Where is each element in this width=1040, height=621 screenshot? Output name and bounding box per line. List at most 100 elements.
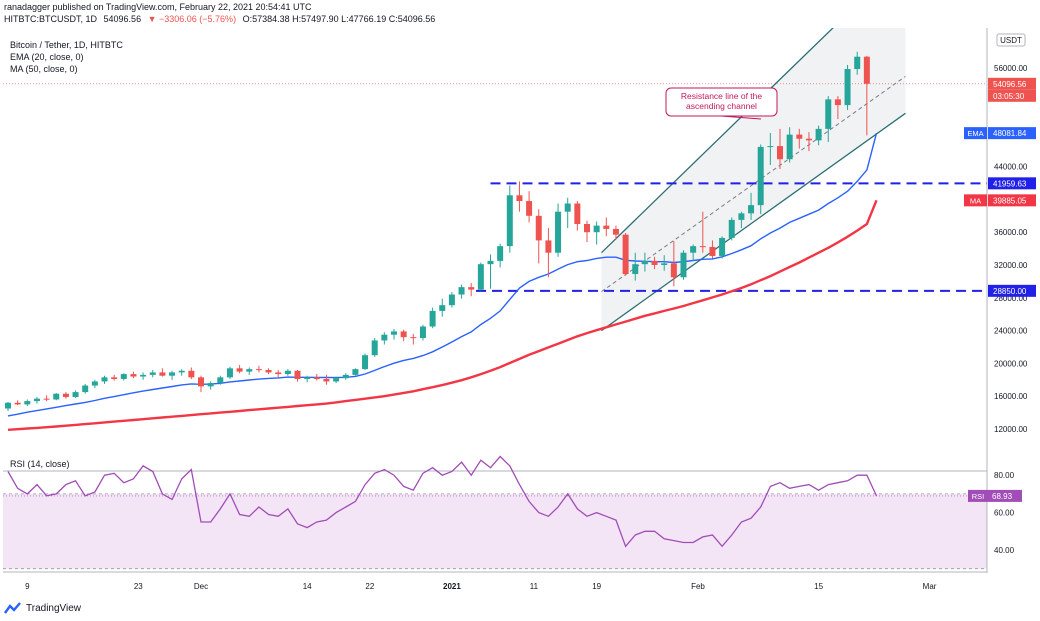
price-tag-box — [988, 177, 1036, 190]
candle-body — [294, 370, 301, 379]
candle — [796, 128, 803, 149]
candle-body — [545, 240, 552, 253]
candle-body — [53, 393, 60, 400]
currency-label: USDT — [1000, 36, 1022, 45]
price-tag-value: 39885.05 — [993, 196, 1027, 205]
price-tag: 54096.56 — [988, 77, 1036, 90]
price-tick-label: 28000.00 — [994, 294, 1028, 303]
symbol-line: HITBTC:BTCUSDT, 1D 54096.56 ▼ −3306.06 (… — [4, 14, 439, 25]
candle — [834, 96, 841, 120]
candle-body — [120, 374, 127, 379]
price-tag-value: 41959.63 — [993, 179, 1027, 188]
tradingview-brand[interactable]: TradingView — [4, 602, 81, 614]
candle — [555, 203, 562, 257]
candle-body — [863, 56, 870, 84]
candle-body — [738, 213, 745, 220]
candle-body — [448, 294, 455, 306]
candle — [400, 329, 407, 342]
candle-body — [410, 337, 417, 339]
candle — [477, 262, 484, 291]
candle-body — [584, 224, 590, 233]
last-price: 54096.56 — [103, 14, 142, 24]
candle — [429, 307, 436, 329]
price-tag-box — [988, 194, 1036, 207]
candle-body — [825, 99, 832, 129]
candle — [33, 397, 40, 404]
candle — [255, 365, 262, 373]
candle-body — [506, 195, 513, 247]
candle-body — [419, 326, 426, 338]
ema-legend: EMA (20, close, 0) — [10, 52, 84, 62]
candle — [111, 374, 118, 381]
candle-body — [670, 263, 677, 278]
candle-body — [140, 374, 147, 377]
candle — [603, 217, 610, 237]
channel-lower-line — [601, 112, 906, 332]
candle — [439, 298, 446, 317]
rsi-tag-value: 68.93 — [992, 492, 1013, 501]
candle — [825, 96, 832, 142]
rsi-tag-name: RSI — [972, 492, 985, 501]
candle — [757, 144, 764, 215]
candle — [632, 252, 639, 281]
candle — [777, 128, 783, 170]
candle-body — [767, 146, 774, 148]
candle-body — [304, 377, 311, 379]
price-tick-label: 36000.00 — [994, 228, 1028, 237]
candle-body — [130, 374, 137, 377]
candle-body — [24, 401, 31, 405]
ema20-line — [7, 132, 878, 417]
candle — [593, 221, 600, 245]
candles — [5, 51, 870, 411]
price-tick-label: 56000.00 — [994, 64, 1028, 73]
candle — [342, 373, 349, 380]
candle-body — [33, 398, 40, 402]
time-tick-label: 11 — [530, 582, 539, 591]
rsi-tick-label: 60.00 — [994, 509, 1015, 518]
candle-body — [564, 203, 571, 212]
candle — [767, 132, 774, 165]
rsi-band — [3, 493, 987, 569]
candle — [159, 368, 166, 377]
candle-body — [169, 372, 176, 376]
candle-body — [612, 228, 619, 235]
candle-body — [255, 369, 262, 371]
time-tick-label: 15 — [814, 582, 823, 591]
time-tick-label: 19 — [592, 582, 601, 591]
candle — [130, 371, 137, 379]
candle — [169, 370, 176, 380]
candle-body — [632, 264, 639, 275]
candle-body — [323, 378, 330, 382]
price-tag-value: 48081.84 — [993, 129, 1027, 138]
candle-body — [198, 377, 204, 387]
candle-body — [497, 246, 504, 261]
candle-body — [555, 211, 562, 253]
candle-body — [487, 260, 494, 265]
annotation-pointer — [720, 115, 762, 120]
candle — [410, 333, 417, 345]
candle-body — [516, 195, 523, 202]
tradingview-logo-icon — [4, 602, 21, 614]
candle — [226, 366, 233, 379]
candle — [294, 369, 301, 382]
chart-title: Bitcoin / Tether, 1D, HITBTC — [10, 40, 123, 50]
price-tick-label: 44000.00 — [994, 163, 1028, 172]
candle-body — [101, 377, 108, 382]
candle-body — [391, 331, 397, 335]
candle — [62, 392, 69, 399]
candle — [844, 64, 851, 111]
candle-body — [458, 287, 465, 295]
candle-body — [82, 385, 89, 393]
candle — [381, 332, 388, 345]
candle-body — [62, 393, 69, 398]
candle-body — [236, 368, 243, 372]
candle-body — [786, 134, 793, 160]
price-tag: 03:05:30 — [988, 89, 1036, 102]
candle — [178, 369, 185, 376]
candle — [371, 337, 378, 357]
candle — [612, 225, 619, 240]
candle-body — [43, 398, 50, 400]
time-tick-label: Mar — [923, 582, 937, 591]
candle-body — [400, 331, 407, 338]
